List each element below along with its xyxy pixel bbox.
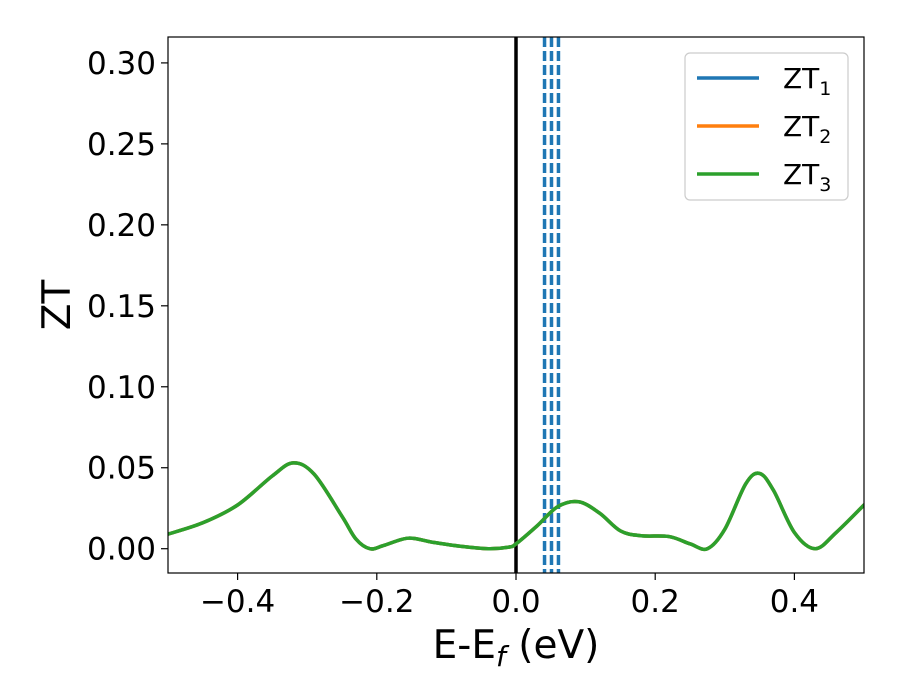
- series-line-3: [168, 461, 864, 552]
- legend-box: [684, 52, 849, 201]
- series-lines: [168, 461, 864, 552]
- x-tick-label: −0.4: [200, 584, 275, 620]
- y-tick-label: 0.30: [87, 46, 156, 82]
- y-tick-label: 0.00: [87, 532, 156, 568]
- x-axis-label: E-Ef (eV): [433, 623, 600, 673]
- legend-label-3: ZT3: [783, 158, 831, 196]
- y-axis-ticks: 0.00 0.05 0.10 0.15 0.20 0.25 0.30: [87, 46, 168, 568]
- legend: ZT1 ZT2 ZT3: [684, 52, 849, 201]
- legend-label-2: ZT2: [783, 110, 831, 148]
- x-axis-label-main: E-E: [433, 623, 496, 668]
- vertical-lines: [514, 37, 561, 573]
- legend-label-1: ZT1: [783, 62, 831, 100]
- y-tick-label: 0.05: [87, 451, 156, 487]
- y-axis-label: ZT: [35, 280, 80, 331]
- y-tick-label: 0.25: [87, 127, 156, 163]
- y-tick-label: 0.20: [87, 208, 156, 244]
- x-tick-label: −0.2: [339, 584, 414, 620]
- x-axis-ticks: −0.4 −0.2 0.0 0.2 0.4: [200, 573, 819, 620]
- x-axis-label-unit: (eV): [506, 623, 600, 668]
- y-tick-label: 0.15: [87, 289, 156, 325]
- x-tick-label: 0.4: [770, 584, 819, 620]
- x-tick-label: 0.2: [631, 584, 680, 620]
- x-tick-label: 0.0: [491, 584, 540, 620]
- y-tick-label: 0.10: [87, 370, 156, 406]
